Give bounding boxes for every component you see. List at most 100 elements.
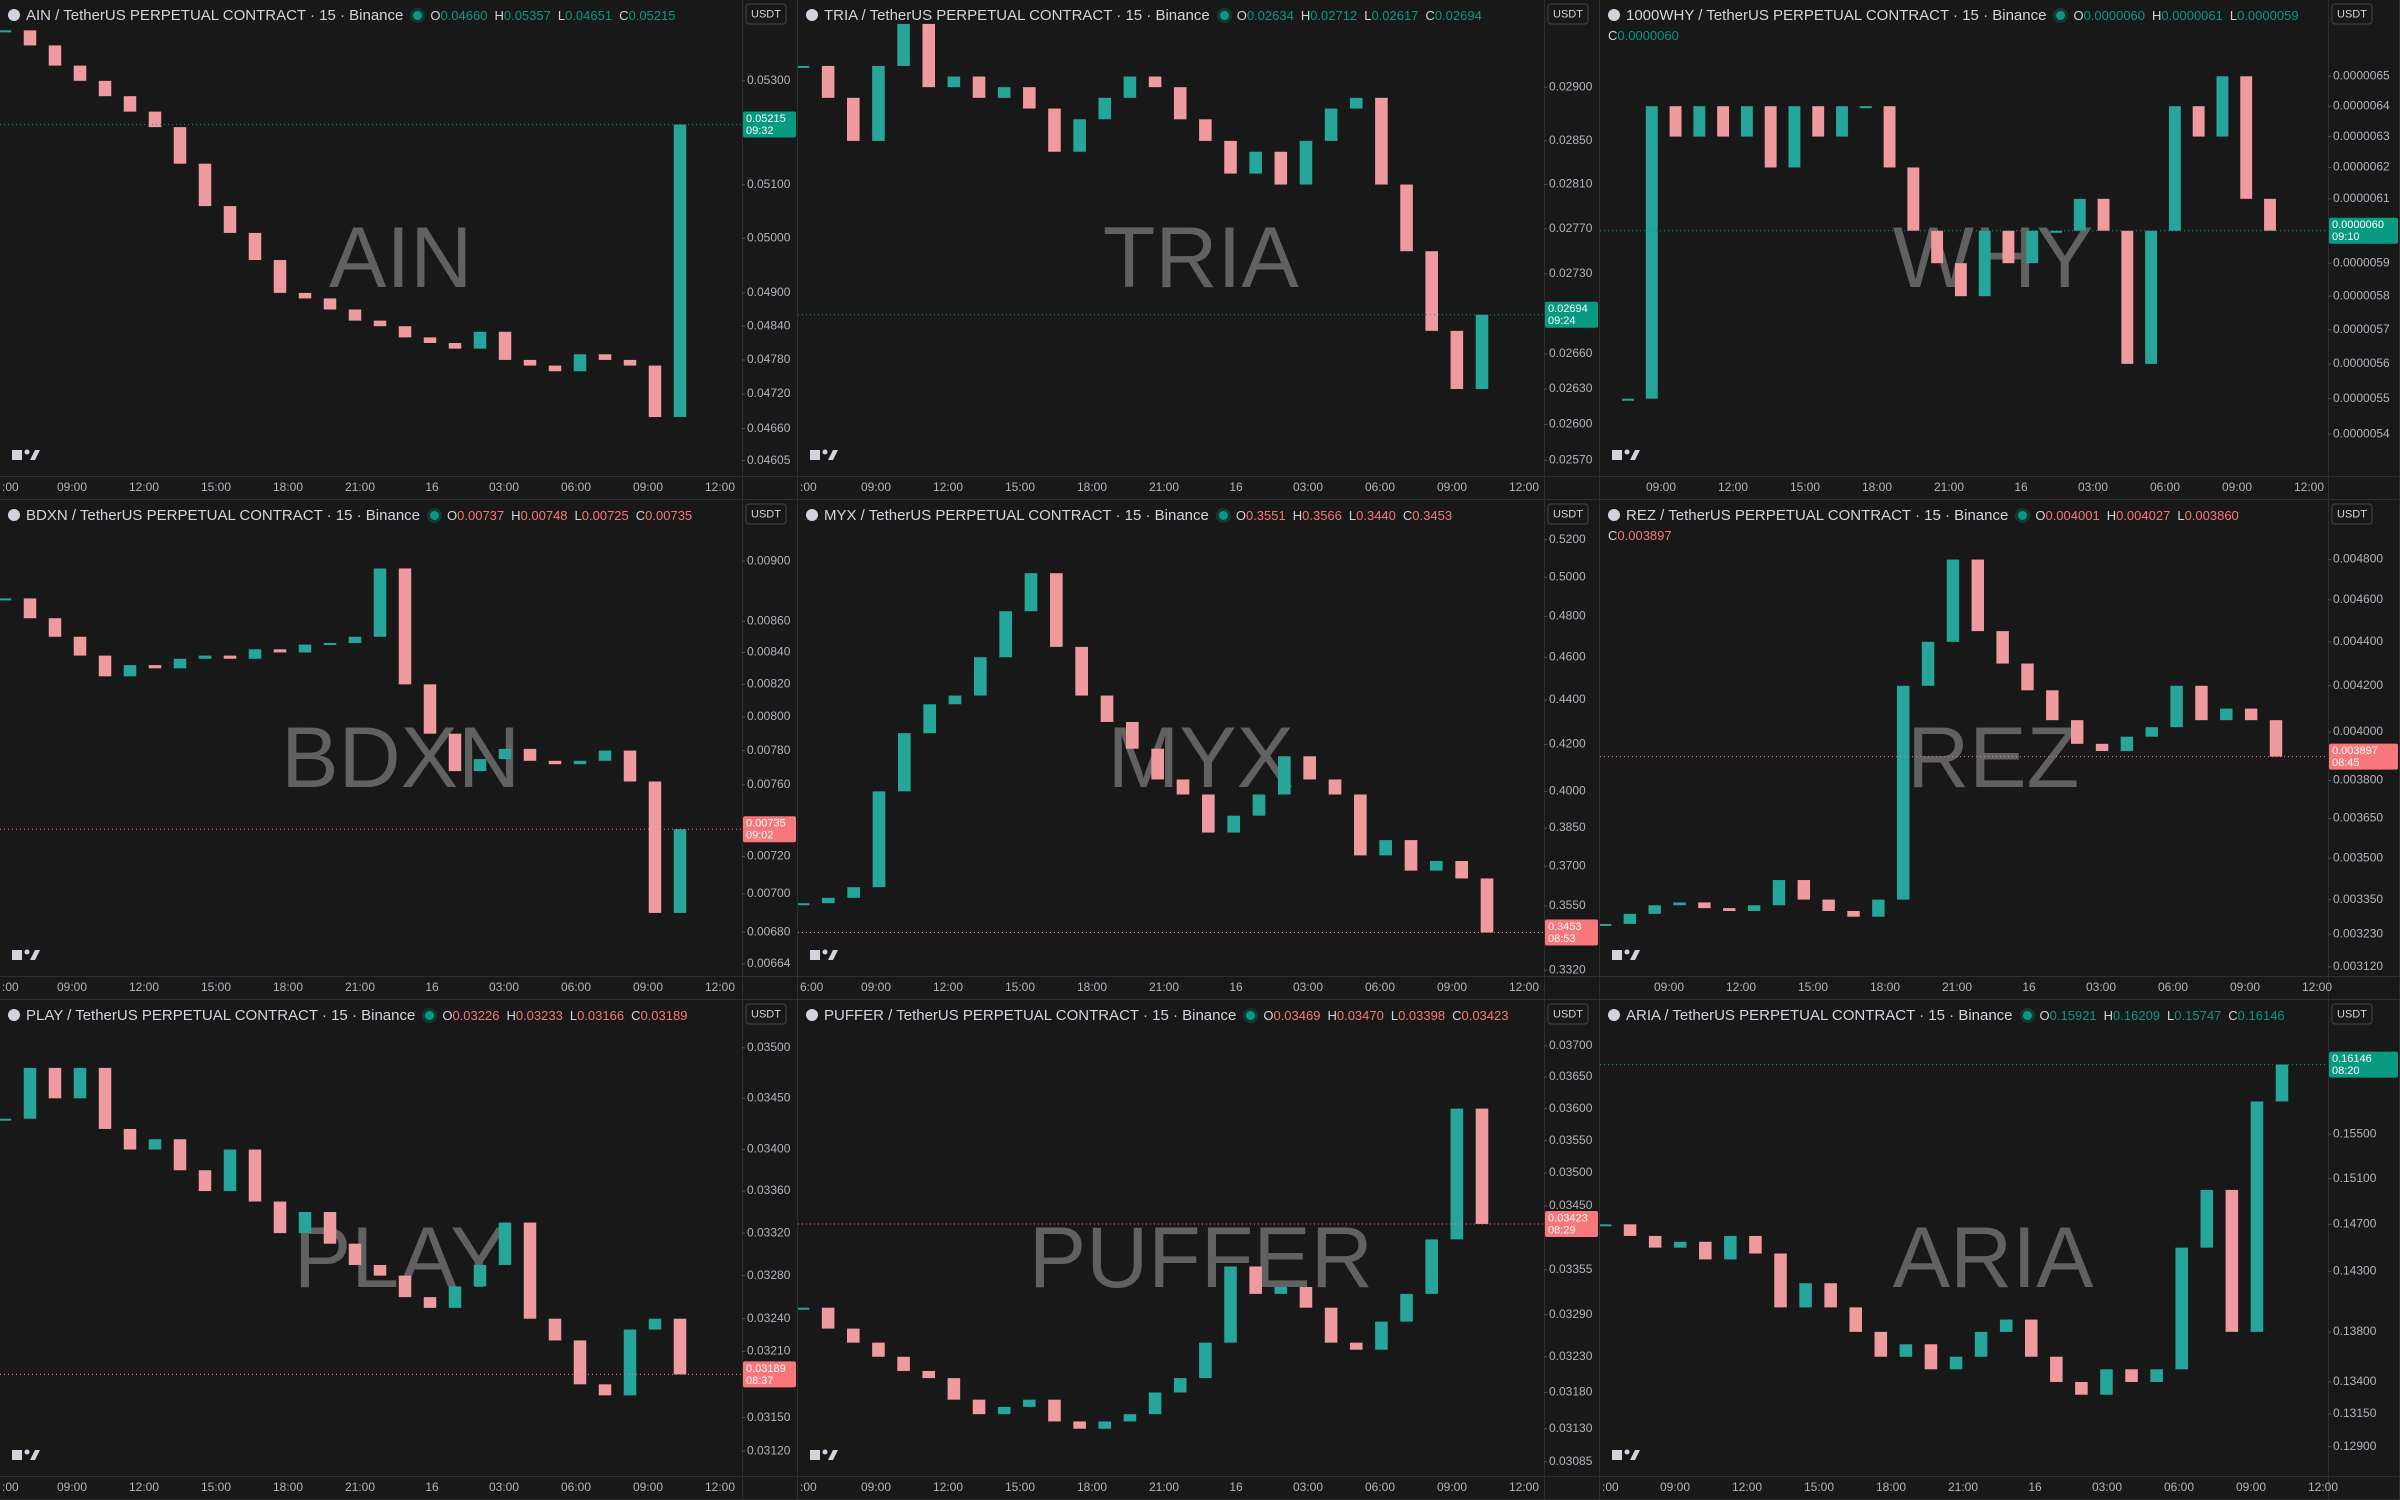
x-tick-label: 09:00 <box>57 980 87 994</box>
candle <box>2075 1381 2088 1395</box>
candle <box>548 365 562 372</box>
candle <box>1747 905 1761 911</box>
chart-panel: AIN 0.05300 0.05100 0.05000 0.04900 0.04840 0.… <box>0 0 798 500</box>
candle <box>798 65 810 68</box>
chart-header: ARIA / TetherUS PERPETUAL CONTRACT · 15 … <box>1608 1006 2292 1026</box>
ohlc-item: C0.0000060 <box>1608 26 1679 46</box>
candle <box>498 331 512 360</box>
candle <box>148 111 162 128</box>
logo <box>30 1450 40 1460</box>
price-label-box <box>1545 1210 1598 1237</box>
candle <box>2216 76 2229 137</box>
x-tick-label: 12:00 <box>705 480 735 494</box>
currency-box <box>1547 3 1589 25</box>
watermark: PUFFER <box>1029 1210 1373 1306</box>
x-tick-label: 16 <box>2014 480 2028 494</box>
candle <box>1924 1344 1938 1370</box>
ohlc-label: C <box>2228 1008 2238 1023</box>
y-tick-label: 0.03360 <box>747 1183 791 1197</box>
ohlc-item: H0.03470 <box>1327 1006 1383 1026</box>
candle <box>872 791 886 888</box>
ohlc-item: C0.3453 <box>1403 506 1452 526</box>
ohlc-value: 0.03233 <box>515 1008 563 1023</box>
price-label-box <box>2329 217 2398 244</box>
candle <box>1772 880 1786 906</box>
chart-header: 1000WHY / TetherUS PERPETUAL CONTRACT · … <box>1608 6 2316 46</box>
y-tick-label: 0.02570 <box>1549 453 1593 467</box>
ohlc-item: H0.02712 <box>1301 6 1357 26</box>
logo <box>822 1449 828 1455</box>
ohlc-label: C <box>1608 28 1618 43</box>
ohlc-label: O <box>442 1008 453 1023</box>
currency-label: USDT <box>1553 1008 1583 1020</box>
watermark: AIN <box>329 210 472 306</box>
candle <box>423 1297 437 1308</box>
x-tick-label: 03:00 <box>2086 980 2116 994</box>
candle <box>2121 230 2134 364</box>
candle <box>1797 880 1811 900</box>
candle <box>1849 1307 1863 1332</box>
candle <box>1788 106 1801 168</box>
candle <box>1475 314 1489 390</box>
candle <box>897 1356 910 1371</box>
candle <box>1749 1235 1762 1254</box>
watermark: REZ <box>1907 710 2079 806</box>
candle <box>1623 1224 1637 1236</box>
ohlc-label: O <box>2035 508 2046 523</box>
ohlc-item: H0.00748 <box>511 506 567 526</box>
x-tick-label: 12:00 <box>2294 480 2324 494</box>
chart-header: MYX / TetherUS PERPETUAL CONTRACT · 15 ·… <box>806 506 1459 526</box>
candle <box>448 1286 462 1308</box>
candle <box>2244 708 2258 721</box>
y-tick-label: 0.00680 <box>747 924 791 938</box>
candle <box>223 1149 237 1192</box>
candle <box>847 1328 860 1343</box>
candle <box>923 704 936 734</box>
candle <box>1974 1331 1988 1357</box>
symbol-icon <box>8 9 20 21</box>
ohlc-item: O0.0000060 <box>2073 6 2145 26</box>
candle <box>23 1067 37 1119</box>
price-label: 0.16146 <box>2332 1053 2372 1065</box>
status-dot <box>2018 511 2028 520</box>
y-tick-label: 0.04780 <box>747 352 791 366</box>
candle <box>1673 1241 1687 1248</box>
candle <box>1648 905 1661 914</box>
y-tick-label: 0.4000 <box>1549 784 1586 798</box>
x-tick-label: :00 <box>2 1480 19 1494</box>
chart-header: TRIA / TetherUS PERPETUAL CONTRACT · 15 … <box>806 6 1489 26</box>
x-tick-label: 16 <box>425 1480 439 1494</box>
currency-box <box>745 503 787 525</box>
candle <box>1375 97 1388 185</box>
candle <box>1883 106 1896 168</box>
x-tick-label: 06:00 <box>1365 1480 1395 1494</box>
y-tick-label: 0.0000064 <box>2333 98 2390 112</box>
ohlc-item: O0.03226 <box>442 1006 499 1026</box>
chart: REZ 0.004800 0.004600 0.004400 0.004200 0.004… <box>1600 500 2400 1000</box>
candle <box>1100 695 1114 722</box>
ohlc-value: 0.00737 <box>457 508 505 523</box>
ohlc-label: C <box>1608 528 1618 543</box>
price-label: 0.05215 <box>746 113 786 125</box>
x-tick-label: 12:00 <box>933 480 963 494</box>
ohlc-value: 0.16146 <box>2237 1008 2285 1023</box>
candle <box>673 1318 687 1375</box>
chart: ARIA 0.15500 0.15100 0.14700 0.14300 0.13800 0… <box>1600 1000 2400 1500</box>
price-label-box <box>2329 743 2398 770</box>
ohlc-label: H <box>494 8 504 23</box>
x-tick-label: 03:00 <box>2078 480 2108 494</box>
candle <box>1693 106 1706 137</box>
currency-label: USDT <box>751 8 781 20</box>
ohlc-label: C <box>631 1008 641 1023</box>
x-tick-label: 15:00 <box>1005 480 1035 494</box>
candle <box>1400 184 1413 252</box>
price-countdown: 08:29 <box>1548 1224 1576 1236</box>
candle <box>1123 1414 1137 1422</box>
x-tick-label: 12:00 <box>1509 1480 1539 1494</box>
logo <box>1612 950 1622 960</box>
y-tick-label: 0.03210 <box>747 1344 791 1358</box>
ohlc-item: O0.3551 <box>1236 506 1286 526</box>
candle <box>2024 1319 2038 1357</box>
candle <box>2070 720 2084 744</box>
